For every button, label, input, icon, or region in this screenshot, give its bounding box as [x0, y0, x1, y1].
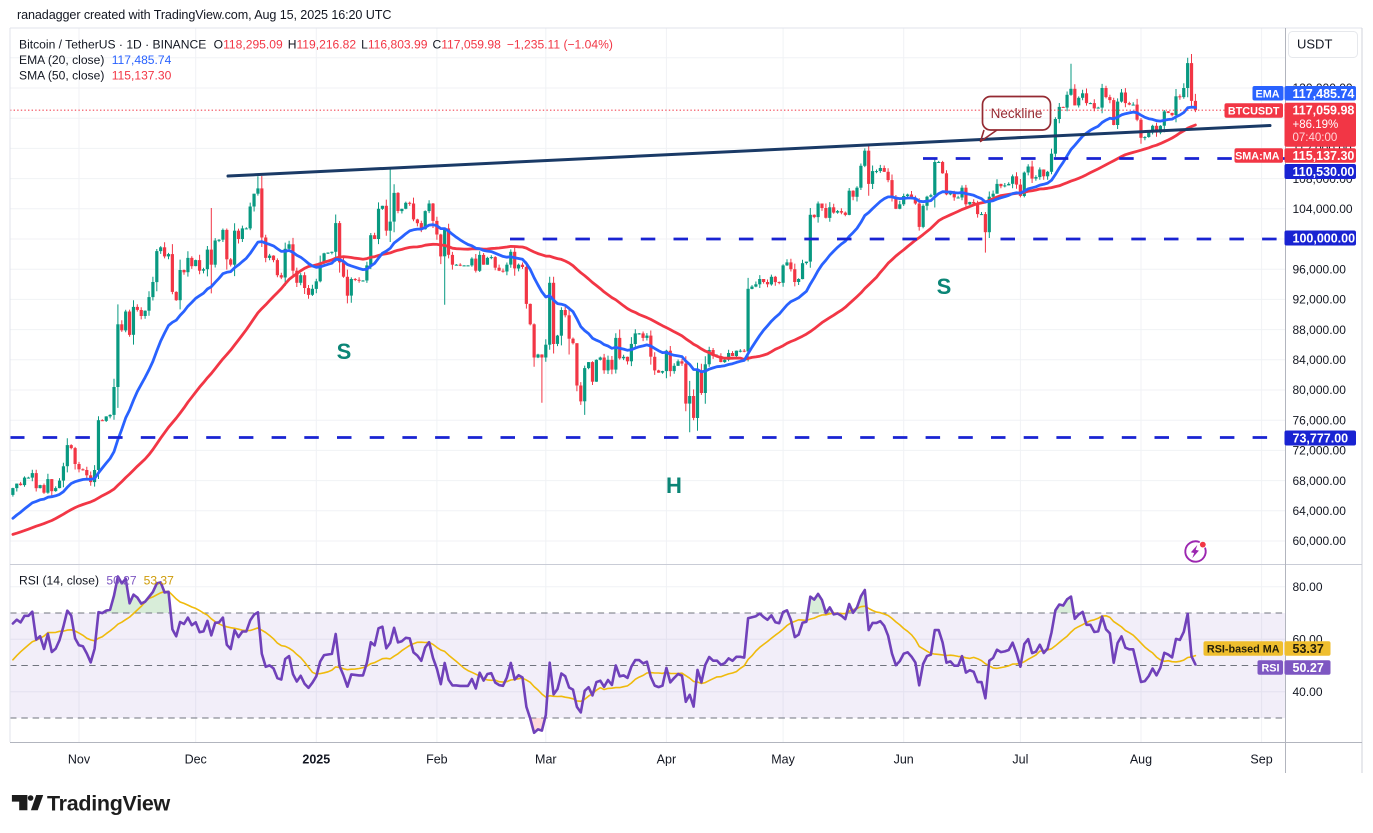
svg-text:BTCUSDT: BTCUSDT [1228, 106, 1280, 118]
svg-text:60,000.00: 60,000.00 [1293, 534, 1347, 548]
svg-text:92,000.00: 92,000.00 [1293, 293, 1347, 307]
svg-text:S: S [937, 274, 952, 299]
svg-text:Neckline: Neckline [991, 106, 1043, 121]
svg-text:96,000.00: 96,000.00 [1293, 262, 1347, 276]
svg-text:Aug: Aug [1130, 753, 1152, 767]
svg-text:Sep: Sep [1250, 753, 1272, 767]
svg-text:May: May [771, 753, 795, 767]
svg-text:USDT: USDT [1297, 37, 1332, 52]
svg-text:115,137.30: 115,137.30 [1293, 149, 1355, 163]
svg-text:50.27: 50.27 [1293, 661, 1324, 675]
svg-text:Mar: Mar [535, 753, 557, 767]
svg-text:Feb: Feb [426, 753, 448, 767]
svg-text:Jul: Jul [1012, 753, 1028, 767]
svg-text:80.00: 80.00 [1293, 580, 1323, 594]
svg-text:100,000.00: 100,000.00 [1293, 232, 1356, 246]
svg-text:2025: 2025 [302, 753, 330, 767]
svg-text:TradingView: TradingView [47, 792, 171, 816]
svg-text:SMA:MA: SMA:MA [1235, 151, 1280, 163]
svg-text:EMA: EMA [1256, 89, 1280, 101]
svg-text:40.00: 40.00 [1293, 685, 1323, 699]
svg-text:Dec: Dec [185, 753, 207, 767]
svg-text:72,000.00: 72,000.00 [1293, 444, 1347, 458]
svg-text:S: S [337, 339, 352, 364]
svg-text:Nov: Nov [68, 753, 91, 767]
svg-text:Jun: Jun [894, 753, 914, 767]
svg-text:73,777.00: 73,777.00 [1293, 432, 1349, 446]
svg-text:53.37: 53.37 [1293, 642, 1324, 656]
svg-text:117,485.74: 117,485.74 [1293, 87, 1355, 101]
svg-text:07:40:00: 07:40:00 [1293, 132, 1338, 144]
svg-text:76,000.00: 76,000.00 [1293, 413, 1347, 427]
svg-text:RSI: RSI [1262, 663, 1280, 675]
svg-text:H: H [666, 473, 682, 498]
svg-text:64,000.00: 64,000.00 [1293, 504, 1347, 518]
svg-text:117,059.98: 117,059.98 [1293, 104, 1355, 118]
svg-text:88,000.00: 88,000.00 [1293, 323, 1347, 337]
svg-text:84,000.00: 84,000.00 [1293, 353, 1347, 367]
svg-text:SMA (50, close) 115,137.30: SMA (50, close) 115,137.30 [19, 69, 172, 83]
svg-text:104,000.00: 104,000.00 [1293, 202, 1353, 216]
svg-text:Bitcoin / TetherUS · 1D · BINA: Bitcoin / TetherUS · 1D · BINANCE O118,2… [19, 38, 613, 52]
svg-text:RSI-based MA: RSI-based MA [1207, 644, 1280, 656]
svg-text:Apr: Apr [657, 753, 676, 767]
svg-text:ranadagger created with Tradin: ranadagger created with TradingView.com,… [17, 8, 391, 22]
svg-text:80,000.00: 80,000.00 [1293, 383, 1347, 397]
svg-text:68,000.00: 68,000.00 [1293, 474, 1347, 488]
svg-text:+86.19%: +86.19% [1293, 119, 1339, 131]
svg-text:EMA (20, close) 117,485.74: EMA (20, close) 117,485.74 [19, 53, 172, 67]
svg-text:110,530.00: 110,530.00 [1293, 165, 1355, 179]
